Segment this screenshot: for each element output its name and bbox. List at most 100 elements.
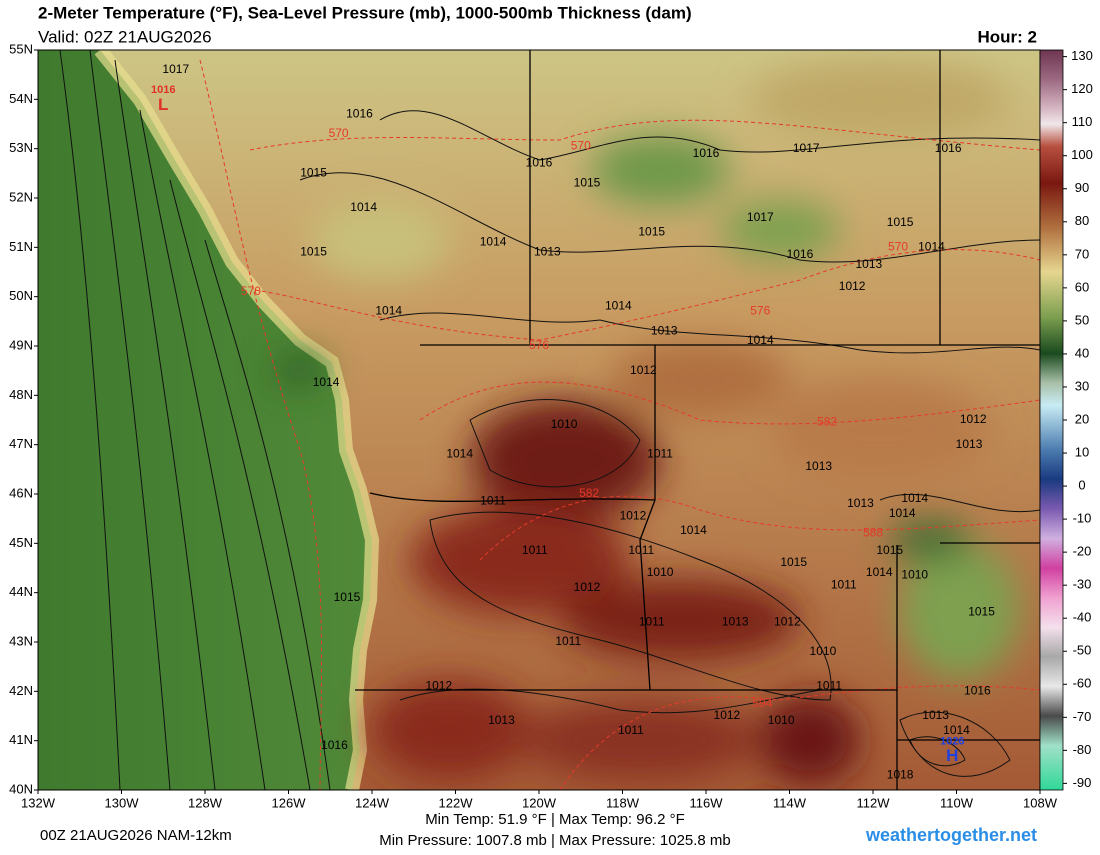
lon-tick-label: 124W [355, 795, 390, 810]
isobar-label: 1016 [346, 106, 373, 120]
title: 2-Meter Temperature (°F), Sea-Level Pres… [38, 3, 692, 22]
colorbar-tick-label: 120 [1071, 81, 1093, 96]
lon-tick-label: 112W [857, 795, 891, 810]
colorbar-tick-label: -70 [1073, 709, 1092, 724]
thickness-label: 570 [888, 240, 908, 254]
isobar-label: 1012 [425, 679, 452, 693]
map-field: 1017 1016 1015 1014 1016 1015 1016 1017 1016 1017… [38, 50, 1040, 790]
temperature-shading [275, 60, 1020, 785]
isobar-label: 1017 [747, 210, 774, 224]
isobar-label: 1013 [922, 708, 949, 722]
isobar-label: 1013 [956, 437, 983, 451]
isobar-label: 1015 [780, 555, 807, 569]
site-credit[interactable]: weathertogether.net [865, 825, 1037, 845]
lon-tick-label: 116W [690, 795, 724, 810]
coastal-band [94, 50, 380, 790]
isobar-label: 1014 [918, 240, 945, 254]
colorbar-tick-label: -10 [1073, 511, 1092, 526]
lon-tick-label: 110W [940, 795, 974, 810]
temp-range: Min Temp: 51.9 °F | Max Temp: 96.2 °F [425, 811, 685, 828]
isobar-label: 1015 [876, 543, 903, 557]
thickness-label: 570 [571, 138, 591, 152]
colorbar-tick-label: 70 [1075, 246, 1089, 261]
lat-tick-label: 53N [9, 140, 33, 155]
colorbar-tick-label: 40 [1075, 345, 1089, 360]
map-labels: 1017 1016 1015 1014 1016 1015 1016 1017 1016 1017… [151, 62, 995, 781]
colorbar-tick-label: 100 [1071, 147, 1093, 162]
lat-tick-label: 52N [9, 189, 33, 204]
isobar-label: 1017 [793, 141, 820, 155]
colorbar-tick-label: 80 [1075, 213, 1089, 228]
isobar-label: 1010 [647, 565, 674, 579]
valid-time: Valid: 02Z 21AUG2026 [38, 27, 212, 46]
isobar-label: 1011 [480, 494, 506, 508]
isobar-label: 1011 [639, 614, 665, 628]
isobar-label: 1014 [943, 723, 970, 737]
isobar-label: 1014 [350, 200, 377, 214]
thickness-label: 594 [752, 696, 772, 710]
isobar-label: 1014 [313, 375, 340, 389]
isobar-label: 1012 [574, 580, 601, 594]
thickness-label: 576 [750, 304, 770, 318]
lat-tick-label: 50N [9, 288, 33, 303]
thickness-label: 570 [329, 126, 349, 140]
isobar-label: 1014 [375, 304, 402, 318]
isobar-label: 1011 [831, 577, 857, 591]
colorbar-tick-label: -90 [1073, 775, 1092, 790]
isobar-label: 1012 [630, 363, 657, 377]
lat-tick-label: 48N [9, 387, 33, 402]
isobar-label: 1013 [534, 244, 561, 258]
isobar-label: 1016 [321, 738, 348, 752]
isobar-label: 1010 [768, 713, 795, 727]
isobar-label: 1015 [574, 175, 601, 189]
lat-tick-label: 54N [9, 91, 33, 106]
thickness-label: 576 [529, 338, 549, 352]
isobar-label: 1014 [901, 491, 928, 505]
isobar-label: 1015 [300, 244, 327, 258]
colorbar-tick-label: 20 [1075, 411, 1089, 426]
isobar-label: 1013 [855, 257, 882, 271]
isobar-label: 1012 [960, 412, 987, 426]
isobar-label: 1015 [300, 166, 327, 180]
isobar-label: 1013 [847, 496, 874, 510]
lon-tick-label: 122W [439, 795, 474, 810]
isobar-label: 1014 [747, 333, 774, 347]
colorbar-tick-label: 30 [1075, 378, 1089, 393]
lat-tick-label: 42N [9, 683, 33, 698]
colorbar-tick-label: -30 [1073, 577, 1092, 592]
lat-tick-label: 51N [9, 239, 33, 254]
isobar-label: 1016 [787, 247, 814, 261]
model-run: 00Z 21AUG2026 NAM-12km [40, 827, 232, 844]
isobar-label: 1013 [722, 614, 749, 628]
isobar-label: 1011 [522, 543, 548, 557]
pressure-center-value: 1016 [151, 84, 175, 96]
isobar-label: 1013 [651, 323, 678, 337]
lon-tick-label: 132W [21, 795, 56, 810]
lon-tick-label: 120W [522, 795, 557, 810]
lat-tick-label: 55N [9, 41, 33, 56]
lon-tick-label: 108W [1023, 795, 1058, 810]
lat-tick-label: 49N [9, 337, 33, 352]
isobar-label: 1018 [887, 767, 914, 781]
isobar-label: 1011 [647, 447, 673, 461]
pressure-range: Min Pressure: 1007.8 mb | Max Pressure: … [379, 832, 731, 849]
lon-tick-label: 128W [188, 795, 223, 810]
lon-tick-label: 130W [105, 795, 140, 810]
isobar-label: 1014 [889, 506, 916, 520]
isobar-label: 1010 [810, 644, 837, 658]
colorbar-tick-label: 0 [1078, 478, 1085, 493]
boundaries [355, 50, 1040, 790]
isobar-label: 1014 [866, 565, 893, 579]
isobar-label: 1012 [714, 708, 741, 722]
isobar-label: 1016 [693, 146, 720, 160]
isobar-label: 1016 [964, 684, 991, 698]
isobar-label: 1013 [805, 459, 832, 473]
colorbar-tick-label: 60 [1075, 279, 1089, 294]
thickness-lines [199, 59, 1040, 790]
isobars [59, 50, 1040, 790]
isobar-label: 1012 [774, 614, 801, 628]
colorbar-tick-label: 110 [1072, 114, 1093, 129]
isobar-label: 1011 [816, 679, 842, 693]
